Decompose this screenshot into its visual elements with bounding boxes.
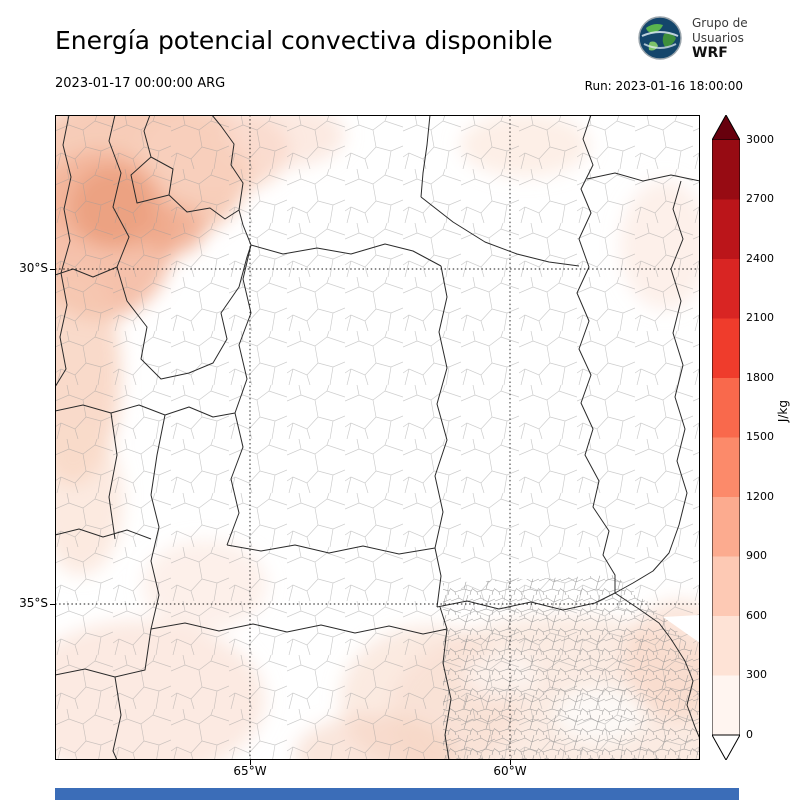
footer-bar <box>55 788 739 800</box>
colorbar-segment <box>712 497 740 557</box>
wrf-logo: Grupo de Usuarios WRF <box>636 14 748 62</box>
map-plot <box>55 115 700 760</box>
colorbar <box>711 113 741 762</box>
colorbar-segment <box>712 556 740 616</box>
globe-icon <box>638 16 682 60</box>
run-time: Run: 2023-01-16 18:00:00 <box>584 79 743 93</box>
colorbar-segment <box>712 199 740 259</box>
colorbar-tick: 2400 <box>746 252 774 265</box>
colorbar-under-arrow <box>711 734 741 762</box>
colorbar-tick: 2100 <box>746 311 774 324</box>
cape-map-svg <box>55 115 700 760</box>
lat-tick-35s <box>50 604 55 605</box>
uruguay-river <box>614 180 688 594</box>
colorbar-over-arrow <box>711 113 741 141</box>
colorbar-tick: 2700 <box>746 192 774 205</box>
colorbar-tick: 600 <box>746 609 767 622</box>
colorbar-segment <box>712 616 740 676</box>
rio-de-la-plata <box>663 615 700 643</box>
colorbar-svg <box>711 113 741 762</box>
logo-line3: WRF <box>692 44 728 61</box>
page-title: Energía potencial convectiva disponible <box>55 26 553 55</box>
colorbar-tick: 1200 <box>746 490 774 503</box>
lon-tick-60w <box>510 760 511 765</box>
colorbar-unit-label: J/kg <box>776 400 790 423</box>
lat-label-30s: 30°S <box>19 261 48 275</box>
colorbar-segment <box>712 437 740 497</box>
map-border <box>55 115 700 760</box>
colorbar-tick: 3000 <box>746 133 774 146</box>
atlantic-coast <box>670 638 700 740</box>
logo-line1: Grupo de <box>692 15 748 30</box>
logo-line2: Usuarios <box>692 30 744 45</box>
colorbar-segment <box>712 378 740 438</box>
valid-time: 2023-01-17 00:00:00 ARG <box>55 76 226 91</box>
province-borders <box>55 115 700 760</box>
colorbar-segment <box>712 259 740 319</box>
colorbar-tick: 1500 <box>746 430 774 443</box>
colorbar-tick: 900 <box>746 549 767 562</box>
grid-lines <box>55 115 700 760</box>
colorbar-tick: 1800 <box>746 371 774 384</box>
colorbar-tick: 0 <box>746 728 753 741</box>
logo-text: Grupo de Usuarios WRF <box>692 16 748 61</box>
lon-label-65w: 65°W <box>233 764 267 778</box>
colorbar-tick: 300 <box>746 668 767 681</box>
lat-tick-30s <box>50 269 55 270</box>
parana-river <box>576 115 616 593</box>
lat-label-35s: 35°S <box>19 596 48 610</box>
lon-label-60w: 60°W <box>493 764 527 778</box>
colorbar-segment <box>712 675 740 735</box>
colorbar-segment <box>712 318 740 378</box>
lon-tick-65w <box>250 760 251 765</box>
colorbar-segment <box>712 140 740 200</box>
